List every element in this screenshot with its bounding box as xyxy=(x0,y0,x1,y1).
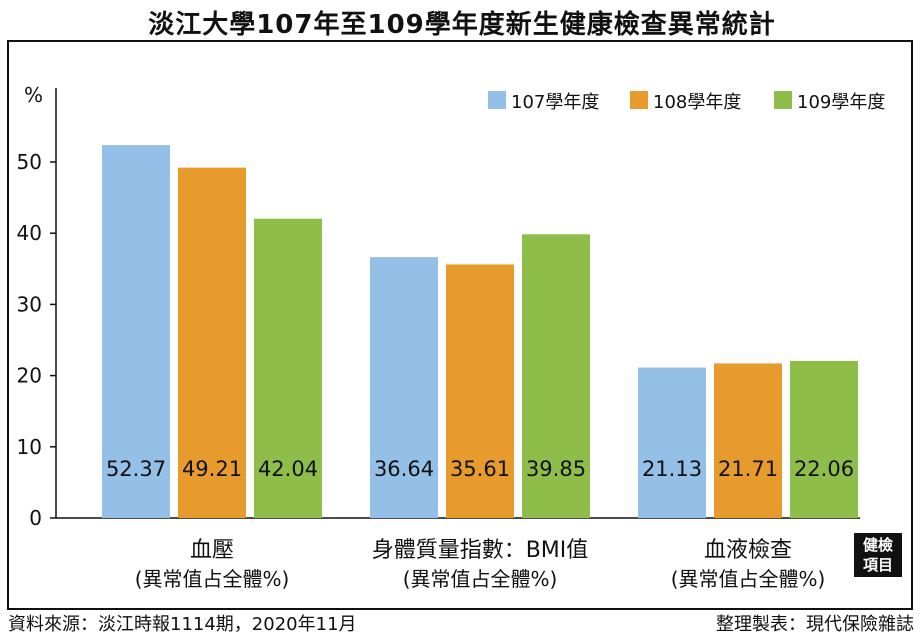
y-axis-label: % xyxy=(24,83,43,107)
category-sublabel: (異常值占全體%) xyxy=(403,567,558,591)
bar xyxy=(638,367,706,518)
bar-value-label: 36.64 xyxy=(374,457,434,481)
bar xyxy=(178,167,246,518)
legend-label: 109學年度 xyxy=(797,92,885,113)
category-label: 血液檢查 xyxy=(704,538,792,563)
tag-line1: 健檢 xyxy=(862,536,893,554)
y-tick-label: 40 xyxy=(17,221,42,245)
chart-frame xyxy=(7,40,913,610)
bar xyxy=(446,264,514,518)
bar-value-label: 22.06 xyxy=(794,457,854,481)
bar xyxy=(714,363,782,518)
bar-value-label: 49.21 xyxy=(182,457,242,481)
bar-value-label: 21.71 xyxy=(718,457,778,481)
bar xyxy=(102,145,170,518)
category-sublabel: (異常值占全體%) xyxy=(671,567,826,591)
chart-title: 淡江大學107年至109學年度新生健康檢查異常統計 xyxy=(148,10,776,40)
legend-swatch xyxy=(774,91,792,109)
legend-swatch xyxy=(488,91,506,109)
y-tick-label: 30 xyxy=(17,292,42,316)
bar-value-label: 39.85 xyxy=(526,457,586,481)
category-label: 血壓 xyxy=(190,538,234,563)
y-tick-label: 20 xyxy=(17,364,42,388)
legend-swatch xyxy=(630,91,648,109)
bar-value-label: 42.04 xyxy=(258,457,318,481)
legend: 107學年度 108學年度 109學年度 xyxy=(488,91,885,113)
source-note: 資料來源：淡江時報1114期，2020年11月 xyxy=(8,614,357,635)
legend-label: 107學年度 xyxy=(511,92,599,113)
bar-value-label: 35.61 xyxy=(450,457,510,481)
credit-note: 整理製表：現代保險雜誌 xyxy=(716,614,914,635)
y-tick-label: 50 xyxy=(17,150,42,174)
tag-line2: 項目 xyxy=(862,556,893,574)
bar-value-label: 21.13 xyxy=(642,457,702,481)
category-sublabel: (異常值占全體%) xyxy=(135,567,290,591)
y-tick-label: 10 xyxy=(17,435,42,459)
bar-value-label: 52.37 xyxy=(106,457,166,481)
bar xyxy=(522,234,590,518)
bar xyxy=(790,360,858,518)
category-label: 身體質量指數：BMI值 xyxy=(372,538,589,563)
bar xyxy=(370,257,438,518)
health-check-items-tag: 健檢 項目 xyxy=(854,533,902,577)
y-tick-label: 0 xyxy=(29,506,42,530)
legend-label: 108學年度 xyxy=(653,92,741,113)
x-axis-labels: 血壓 (異常值占全體%) 身體質量指數：BMI值 (異常值占全體%) 血液檢查 (異常值占… xyxy=(135,538,826,591)
bars: 52.37 36.64 21.13 49.21 35.61 21.71 42.04 39.85… xyxy=(102,145,858,518)
bar xyxy=(254,218,322,518)
